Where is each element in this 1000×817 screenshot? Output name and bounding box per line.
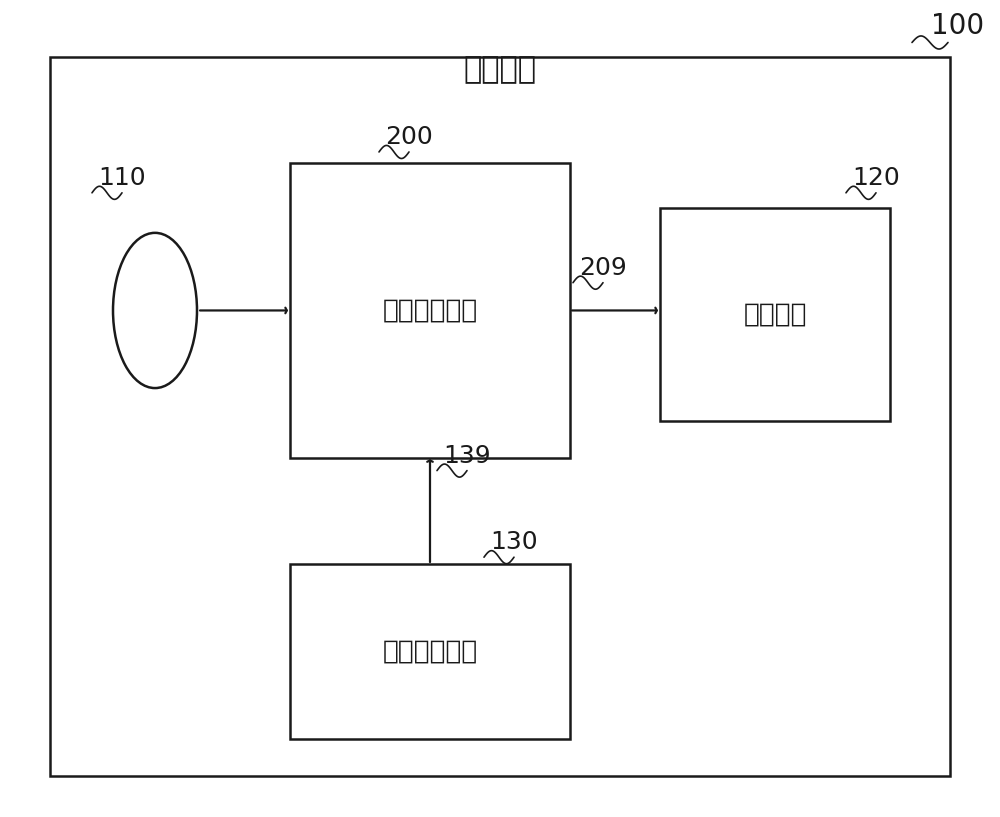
Text: 成像控制单元: 成像控制单元 (382, 639, 478, 665)
Text: 120: 120 (852, 166, 900, 190)
Text: 固态成像元件: 固态成像元件 (382, 297, 478, 324)
Bar (50, 57, 950, 776)
Bar (290, 564, 570, 739)
Ellipse shape (113, 233, 197, 388)
Text: 110: 110 (98, 166, 146, 190)
Text: 成像装置: 成像装置 (464, 55, 536, 84)
Text: 记录单元: 记录单元 (743, 301, 807, 328)
Text: 100: 100 (931, 12, 985, 40)
Text: 139: 139 (443, 444, 491, 468)
Text: 209: 209 (579, 256, 627, 280)
Bar (660, 208, 890, 421)
Bar (290, 163, 570, 458)
Text: 130: 130 (490, 530, 538, 555)
Text: 200: 200 (385, 125, 433, 150)
